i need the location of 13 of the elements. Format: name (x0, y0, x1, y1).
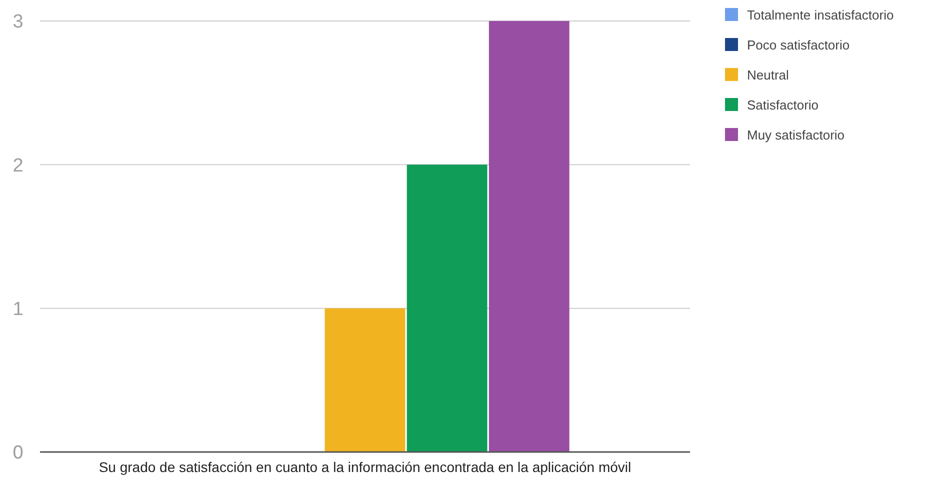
bar (488, 21, 570, 452)
legend-label: Totalmente insatisfactorio (747, 8, 894, 23)
y-tick-label: 2 (12, 155, 24, 176)
legend-label: Muy satisfactorio (747, 128, 845, 143)
bar (406, 164, 488, 452)
y-tick-label: 3 (12, 12, 24, 33)
legend-label: Poco satisfactorio (747, 38, 850, 53)
legend-label: Neutral (747, 68, 790, 83)
legend-label: Satisfactorio (747, 98, 819, 113)
bar (324, 308, 406, 452)
x-tick-label: Su grado de satisfacción en cuanto a la información encontrada en la aplicación móvil (98, 459, 632, 475)
y-tick-label: 0 (12, 442, 24, 464)
y-tick-label: 1 (12, 298, 24, 320)
